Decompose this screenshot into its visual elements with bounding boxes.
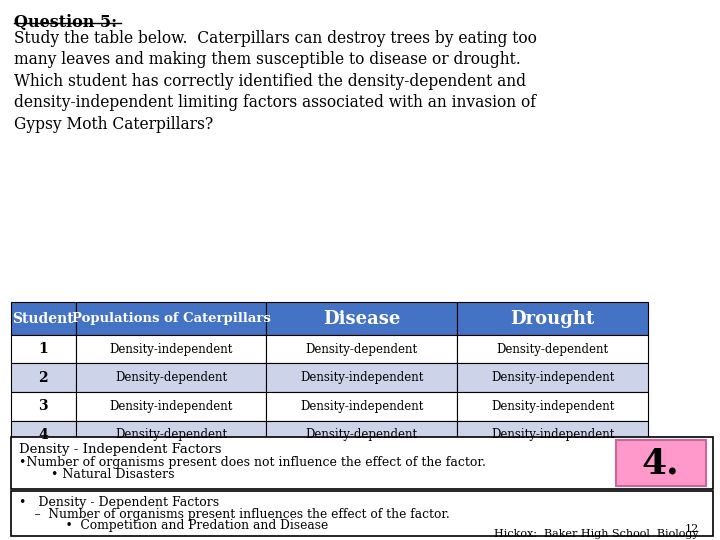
Text: Study the table below.  Caterpillars can destroy trees by eating too
many leaves: Study the table below. Caterpillars can … — [14, 30, 537, 133]
FancyBboxPatch shape — [266, 392, 457, 421]
Text: •  Competition and Predation and Disease: • Competition and Predation and Disease — [19, 519, 329, 532]
Text: Density-independent: Density-independent — [491, 371, 614, 384]
FancyBboxPatch shape — [76, 421, 266, 449]
Text: 3: 3 — [38, 400, 48, 413]
FancyBboxPatch shape — [457, 363, 648, 392]
FancyBboxPatch shape — [266, 363, 457, 392]
Text: Density-dependent: Density-dependent — [115, 371, 227, 384]
Text: 4: 4 — [38, 428, 48, 442]
Text: Student: Student — [12, 312, 74, 326]
Text: Density-independent: Density-independent — [491, 428, 614, 442]
Text: Density-independent: Density-independent — [491, 400, 614, 413]
Text: Density-independent: Density-independent — [300, 400, 423, 413]
Text: Density-independent: Density-independent — [109, 400, 233, 413]
Text: –  Number of organisms present influences the effect of the factor.: – Number of organisms present influences… — [19, 508, 450, 521]
Text: Question 5:: Question 5: — [14, 14, 117, 30]
Text: Density-independent: Density-independent — [300, 371, 423, 384]
FancyBboxPatch shape — [457, 421, 648, 449]
Text: Density - Independent Factors: Density - Independent Factors — [19, 443, 222, 456]
FancyBboxPatch shape — [11, 335, 76, 363]
Text: Disease: Disease — [323, 309, 400, 328]
Text: Density-dependent: Density-dependent — [306, 428, 418, 442]
Text: Populations of Caterpillars: Populations of Caterpillars — [71, 312, 271, 325]
FancyBboxPatch shape — [457, 335, 648, 363]
FancyBboxPatch shape — [11, 421, 76, 449]
Text: • Natural Disasters: • Natural Disasters — [19, 468, 175, 481]
FancyBboxPatch shape — [11, 363, 76, 392]
Text: Density-dependent: Density-dependent — [115, 428, 227, 442]
Text: Density-dependent: Density-dependent — [497, 342, 608, 356]
Text: Hickox:  Baker High School  Biology: Hickox: Baker High School Biology — [494, 529, 698, 539]
FancyBboxPatch shape — [266, 421, 457, 449]
Text: Density-independent: Density-independent — [109, 342, 233, 356]
FancyBboxPatch shape — [457, 302, 648, 335]
FancyBboxPatch shape — [11, 437, 713, 489]
FancyBboxPatch shape — [11, 302, 76, 335]
FancyBboxPatch shape — [76, 302, 266, 335]
FancyBboxPatch shape — [76, 335, 266, 363]
Text: 2: 2 — [38, 371, 48, 384]
FancyBboxPatch shape — [266, 335, 457, 363]
FancyBboxPatch shape — [76, 363, 266, 392]
Text: •   Density - Dependent Factors: • Density - Dependent Factors — [19, 496, 220, 509]
Text: Density-dependent: Density-dependent — [306, 342, 418, 356]
Text: •Number of organisms present does not influence the effect of the factor.: •Number of organisms present does not in… — [19, 456, 486, 469]
Text: Drought: Drought — [510, 309, 595, 328]
Text: 12: 12 — [684, 523, 698, 534]
FancyBboxPatch shape — [266, 302, 457, 335]
FancyBboxPatch shape — [11, 491, 713, 536]
FancyBboxPatch shape — [76, 392, 266, 421]
FancyBboxPatch shape — [11, 392, 76, 421]
Text: 4.: 4. — [642, 446, 680, 480]
Text: 1: 1 — [38, 342, 48, 356]
FancyBboxPatch shape — [616, 440, 706, 486]
FancyBboxPatch shape — [457, 392, 648, 421]
